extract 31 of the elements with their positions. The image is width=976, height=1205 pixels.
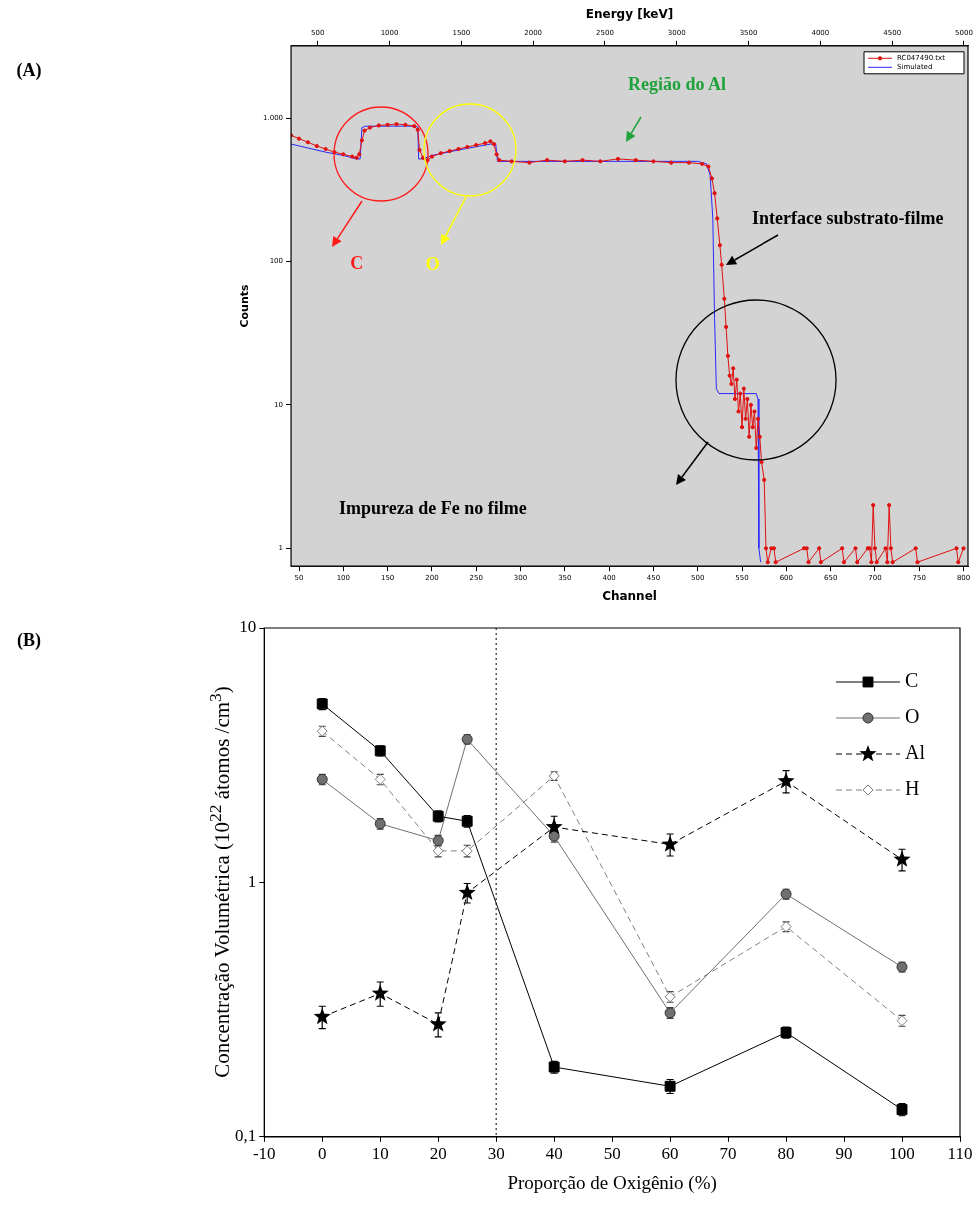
annotation: Impureza de Fe no filme — [339, 497, 527, 519]
x-tick-label: -10 — [252, 1144, 276, 1164]
x-tick-label: 0 — [317, 1144, 327, 1164]
annotation: O — [425, 253, 440, 275]
x-tick-label: 80 — [777, 1144, 795, 1164]
legend-label: O — [905, 705, 920, 728]
x-tick-label: 40 — [545, 1144, 563, 1164]
x2-axis-title: Energy [keV] — [585, 7, 674, 22]
annotation: Interface substrato-filme — [751, 207, 944, 229]
y-axis-title: Counts — [237, 284, 251, 328]
x-axis-title: Proporção de Oxigênio (%) — [507, 1171, 717, 1194]
text: (A) — [16, 59, 42, 81]
text: (B) — [17, 629, 41, 651]
y-tick-label: 1 — [247, 871, 257, 891]
annotation: C — [350, 252, 364, 274]
x-tick-label: 10 — [371, 1144, 389, 1164]
x-axis-title: Channel — [602, 588, 657, 603]
x-tick-label: 60 — [661, 1144, 679, 1164]
x-tick-label: 100 — [889, 1144, 915, 1164]
x-tick-label: 20 — [429, 1144, 447, 1164]
x-tick-label: 90 — [835, 1144, 853, 1164]
x-tick-label: 50 — [603, 1144, 621, 1164]
x-tick-label: 70 — [719, 1144, 737, 1164]
y-tick-label: 0,1 — [235, 1126, 257, 1146]
legend-label: C — [905, 669, 919, 692]
x-tick-label: 30 — [487, 1144, 505, 1164]
legend-label: Al — [905, 741, 926, 764]
y-tick-label: 10 — [239, 617, 257, 637]
x-tick-label: 110 — [947, 1144, 973, 1164]
legend-label: H — [905, 777, 920, 800]
annotation: Região do Al — [628, 73, 727, 95]
